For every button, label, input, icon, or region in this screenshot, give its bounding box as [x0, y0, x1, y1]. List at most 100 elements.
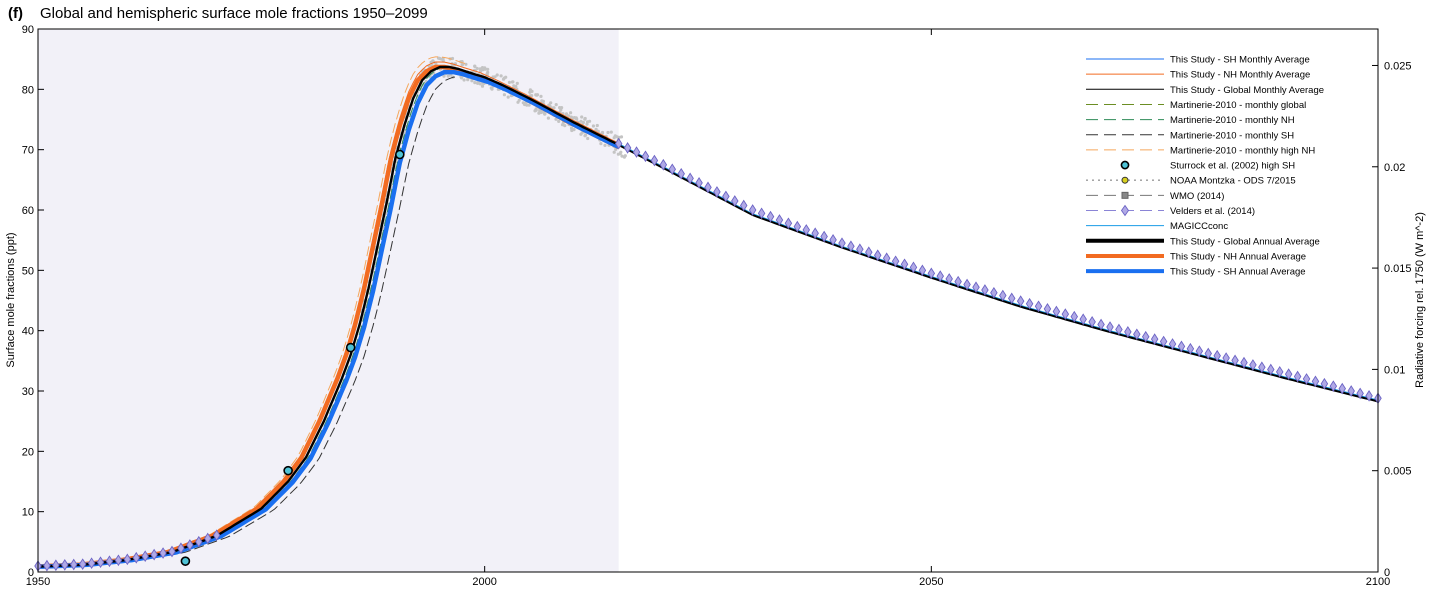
velders-2014-marker [650, 154, 659, 167]
noaa-observation-point [464, 62, 468, 66]
velders-2014-marker [1150, 333, 1159, 345]
velders-2014-marker [838, 237, 846, 250]
legend-label: Sturrock et al. (2002) high SH [1170, 161, 1295, 172]
velders-2014-marker [1338, 382, 1347, 395]
velders-2014-marker [766, 210, 775, 223]
martinerie-monthly-high-nh-line [55, 56, 467, 566]
noaa-observation-point [619, 135, 624, 139]
velders-2014-marker [713, 186, 721, 198]
x-tick-label: 2050 [919, 576, 943, 588]
velders-2014-marker [123, 553, 132, 566]
noaa-observation-point [516, 100, 520, 104]
noaa-observation-point [540, 99, 544, 103]
noaa-observation-point [549, 101, 553, 105]
velders-2014-marker [1061, 308, 1070, 320]
noaa-observation-point [478, 67, 482, 71]
x-tick-label: 2100 [1366, 576, 1390, 588]
velders-2014-marker [704, 181, 712, 194]
velders-2014-marker [722, 190, 730, 203]
noaa-observation-point [574, 116, 578, 120]
y-tick-label: 20 [22, 446, 34, 458]
noaa-observation-point [591, 124, 596, 128]
y-tick-label: 40 [22, 326, 34, 338]
x-tick-label: 1950 [26, 576, 50, 588]
velders-2014-marker [829, 234, 837, 246]
noaa-observation-point [495, 73, 499, 77]
velders-2014-marker [748, 204, 757, 216]
velders-2014-marker [61, 559, 69, 571]
legend-item: This Study - Global Monthly Average [1086, 85, 1324, 96]
noaa-observation-point [512, 84, 516, 88]
noaa-observation-point [606, 130, 610, 135]
noaa-observation-point [580, 115, 584, 119]
noaa-observation-point [441, 57, 445, 61]
velders-2014-marker [1356, 387, 1364, 400]
velders-2014-marker [141, 550, 149, 563]
noaa-observation-point [480, 84, 485, 88]
legend-swatch-marker [1121, 191, 1129, 199]
velders-2014-marker [1275, 365, 1284, 378]
legend-label: This Study - NH Monthly Average [1170, 70, 1310, 81]
y-tick-label: 60 [22, 205, 34, 217]
velders-2014-marker [1115, 323, 1123, 336]
velders-2014-marker [1347, 385, 1355, 397]
velders-2014-marker [981, 284, 989, 296]
velders-2014-marker [954, 275, 962, 288]
velders-2014-marker [856, 243, 864, 256]
legend-label: Martinerie-2010 - monthly SH [1170, 130, 1294, 141]
legend-item: Martinerie-2010 - monthly SH [1086, 130, 1294, 141]
velders-2014-marker [114, 554, 123, 567]
velders-2014-marker [873, 249, 882, 262]
noaa-observation-point [600, 130, 605, 135]
velders-2014-marker [168, 545, 176, 558]
noaa-observation-point [616, 152, 621, 156]
noaa-observation-point [511, 80, 515, 84]
panel-label: (f) [8, 5, 23, 22]
noaa-observation-point [431, 59, 435, 63]
noaa-observation-point [486, 70, 490, 74]
noaa-observation-point [552, 106, 556, 110]
velders-2014-marker [882, 252, 891, 265]
velders-2014-marker [999, 289, 1007, 302]
velders-2014-marker [1186, 342, 1195, 355]
sturrock-2002-point [180, 556, 191, 566]
velders-2014-marker [186, 539, 194, 551]
velders-2014-marker [1043, 303, 1052, 315]
noaa-observation-point [507, 80, 511, 84]
velders-2014-marker [1195, 345, 1204, 358]
legend-label: WMO (2014) [1170, 191, 1224, 202]
velders-2014-marker [212, 529, 221, 542]
noaa-observation-point [534, 108, 538, 112]
y2-tick-label: 0.005 [1384, 466, 1412, 478]
x-tick-label: 2000 [472, 576, 496, 588]
y2-tick-label: 0 [1384, 567, 1390, 579]
noaa-observation-point [504, 75, 508, 79]
velders-2014-marker [1088, 316, 1096, 328]
y-tick-label: 0 [28, 567, 34, 579]
noaa-observation-point [442, 74, 446, 78]
velders-2014-marker [641, 150, 650, 163]
velders-2014-marker [802, 224, 811, 236]
velders-2014-marker [69, 558, 78, 571]
velders-2014-marker [811, 227, 819, 240]
noaa-observation-point [515, 81, 519, 85]
velders-2014-marker [150, 548, 158, 561]
noaa-observation-point [554, 103, 558, 107]
noaa-observation-point [617, 135, 621, 139]
noaa-observation-point [460, 63, 464, 67]
velders-2014-marker [963, 278, 971, 291]
velders-2014-marker [972, 281, 980, 294]
noaa-observation-point [603, 143, 607, 147]
velders-2014-marker [1133, 328, 1141, 341]
velders-2014-marker [1079, 313, 1087, 326]
velders-2014-marker [1311, 375, 1320, 388]
noaa-observation-point [530, 94, 534, 98]
noaa-observation-point [571, 116, 575, 120]
noaa-observation-point [583, 134, 587, 138]
velders-2014-marker [52, 559, 60, 572]
velders-2014-marker [695, 177, 703, 189]
legend-label: Velders et al. (2014) [1170, 206, 1255, 217]
legend-label: Martinerie-2010 - monthly global [1170, 100, 1306, 111]
velders-2014-marker [775, 214, 784, 226]
noaa-observation-point [583, 117, 587, 121]
